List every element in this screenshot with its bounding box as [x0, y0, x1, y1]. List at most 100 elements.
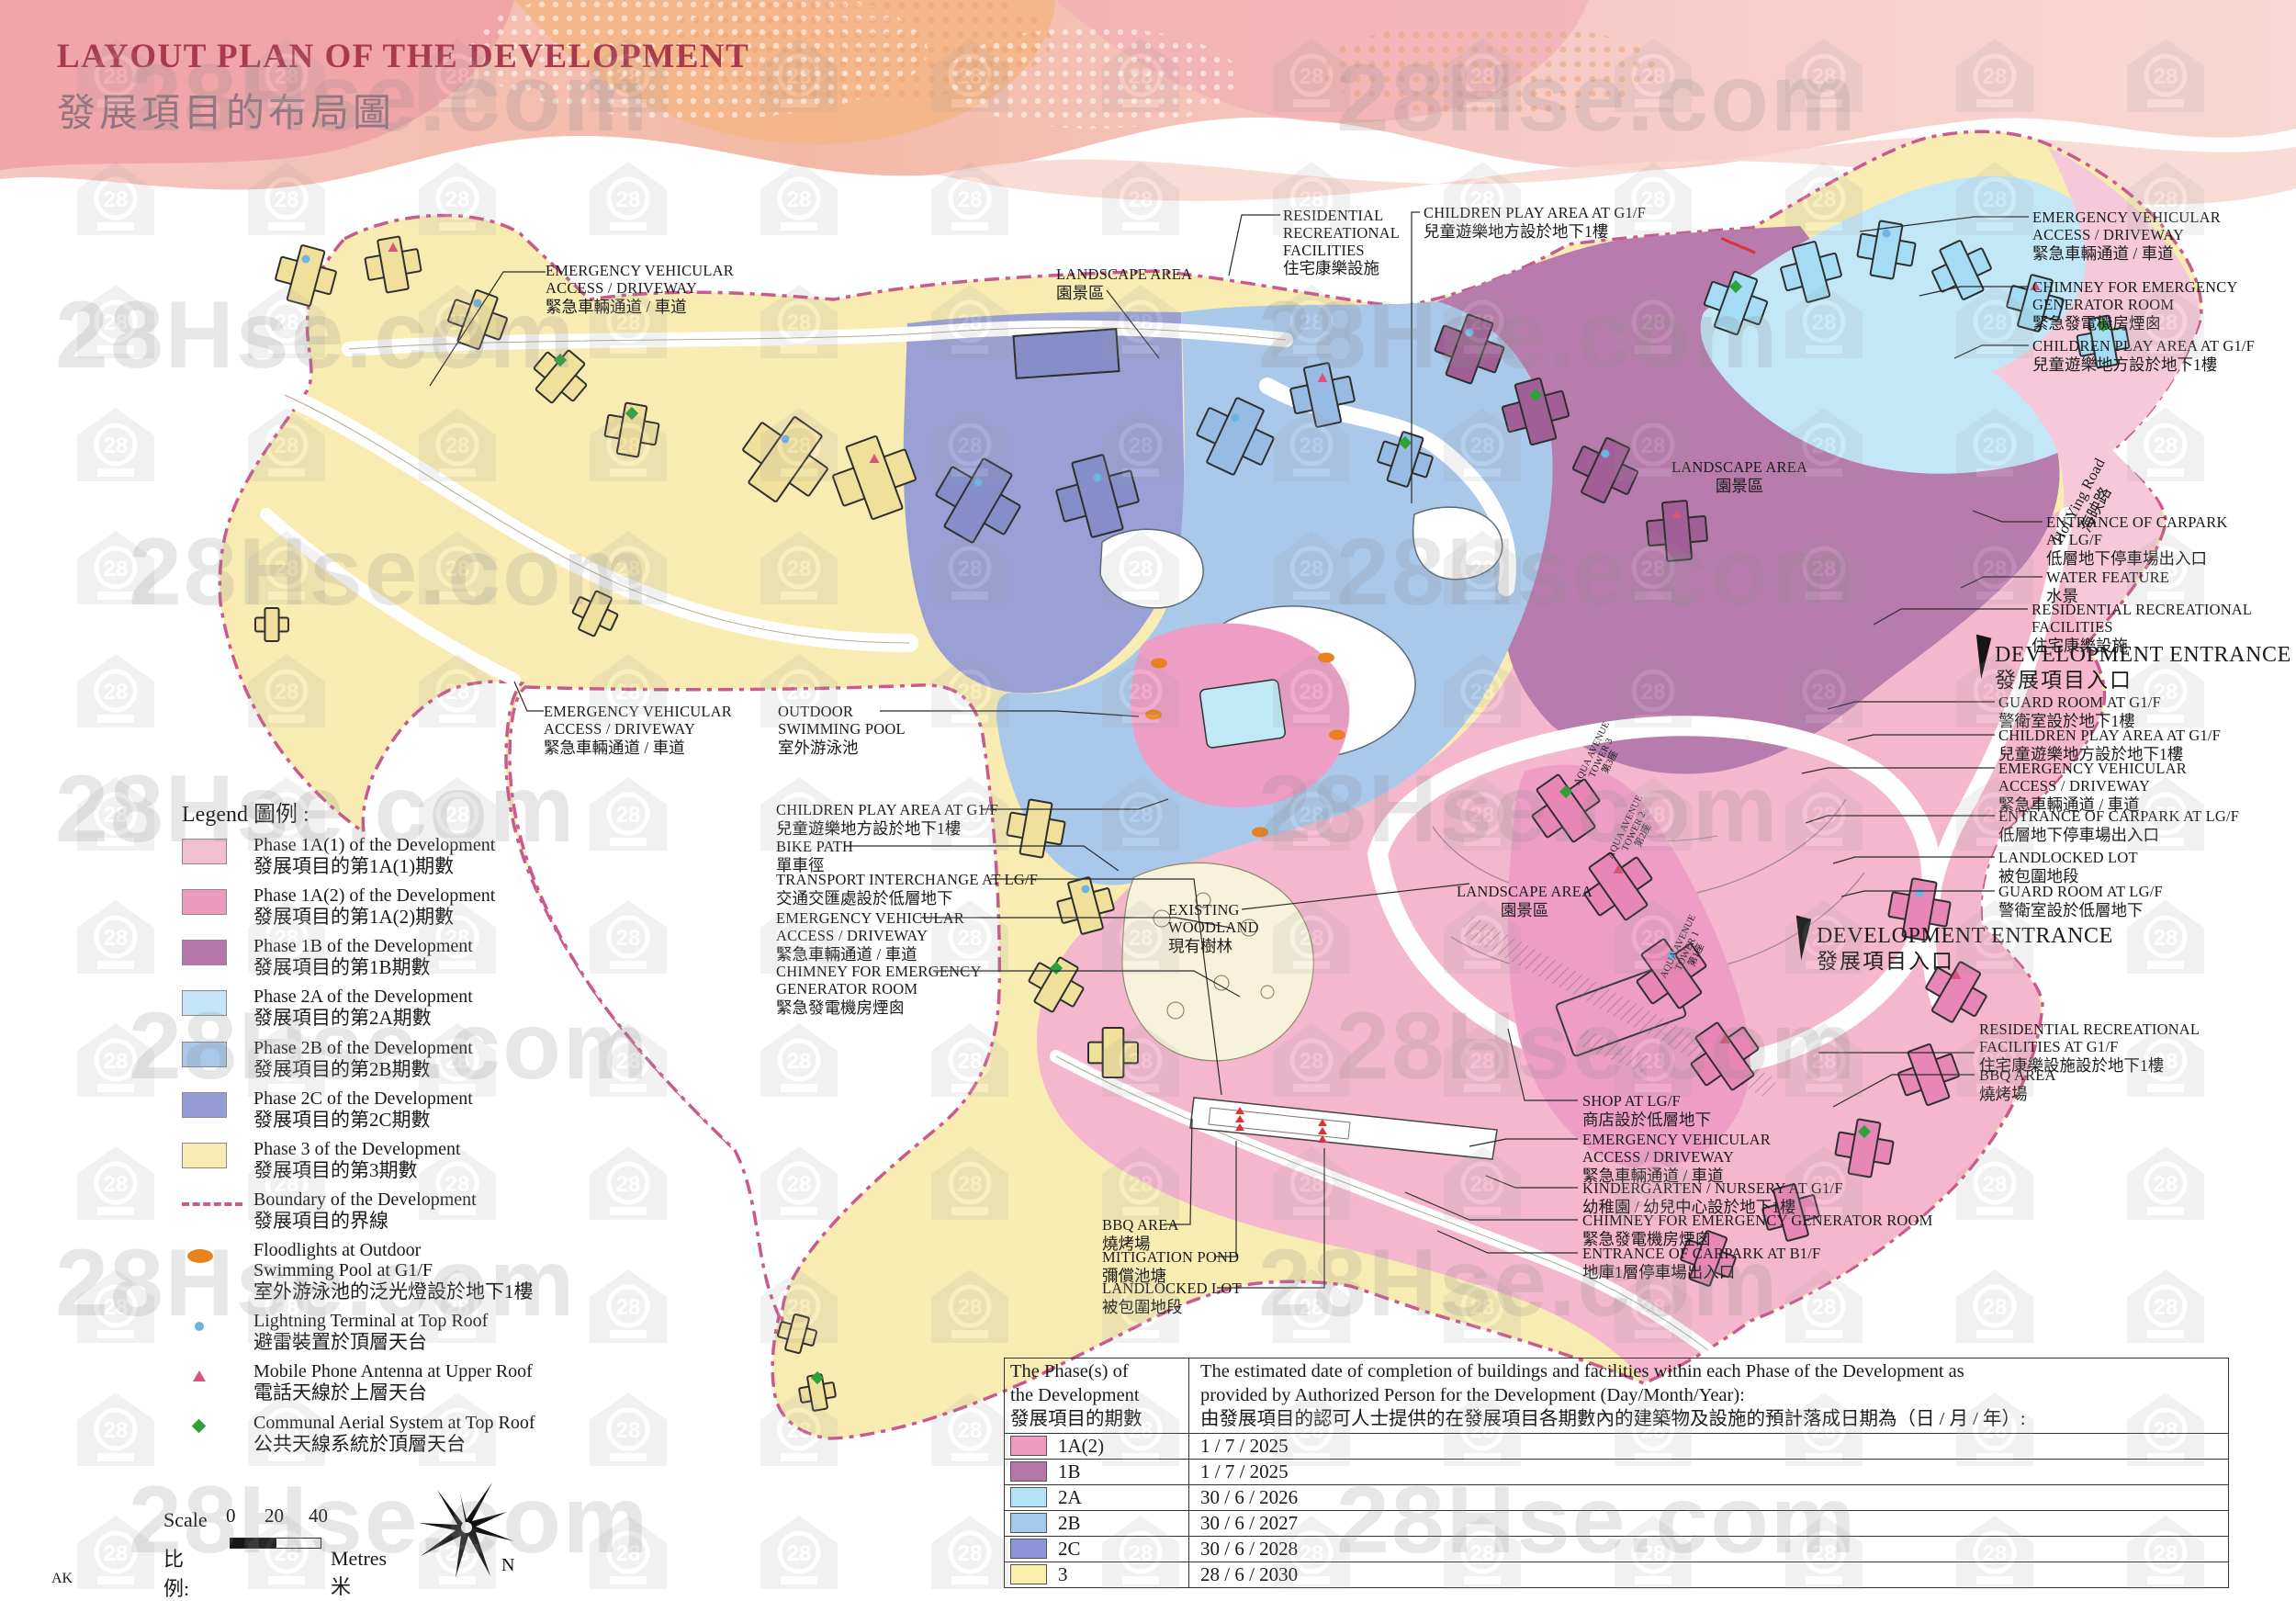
- legend-label-en: Floodlights at Outdoor Swimming Pool at …: [253, 1240, 433, 1281]
- red-tick-icon: [1742, 246, 1756, 254]
- legend-label-zh: 避雷裝置於頂層天台: [253, 1331, 427, 1354]
- leader-line: [1106, 289, 1160, 359]
- communal-aerial-icon: [1728, 279, 1743, 294]
- callout-text-zh: 緊急車輛通道 / 車道: [544, 738, 685, 757]
- legend-item: Phase 2A of the Development 發展項目的第2A期數: [182, 987, 733, 1029]
- leader-line: [1847, 734, 1995, 741]
- leader-line: [1801, 767, 1995, 774]
- red-marker-icon: [1318, 1127, 1327, 1134]
- callout-text-en: RESIDENTIAL RECREATIONAL FACILITIES: [1283, 207, 1401, 259]
- outdoor-swimming-pool: [1199, 679, 1287, 749]
- map-callout-res-rec-g1f: RESIDENTIAL RECREATIONAL FACILITIES AT G…: [1979, 1020, 2200, 1075]
- legend-item: Phase 1B of the Development 發展項目的第1B期數: [182, 936, 733, 978]
- building-block-2c: [1012, 328, 1120, 379]
- phase-1a2-tower-spine: [1507, 764, 1750, 1169]
- callout-text-en: LANDLOCKED LOT: [1102, 1280, 1242, 1297]
- floodlight-icon: [1329, 729, 1345, 740]
- page-title-en: LAYOUT PLAN OF THE DEVELOPMENT: [57, 38, 750, 75]
- legend-swatch: [182, 936, 253, 978]
- scale-tick-40: 40: [309, 1505, 328, 1527]
- legend-label-en: Phase 1B of the Development: [253, 936, 473, 957]
- callout-text-zh: 幼稚園 / 幼兒中心設於地下1樓: [1582, 1197, 1796, 1216]
- callout-text-en: EXISTING WOODLAND: [1168, 901, 1259, 936]
- completion-date: 1 / 7 / 2025: [1200, 1434, 1289, 1457]
- leader-line: [1972, 510, 2043, 523]
- lightning-terminal-icon: [1081, 885, 1090, 894]
- leader-line: [1919, 286, 2029, 297]
- map-callout-children-top: CHILDREN PLAY AREA AT G1/F 兒童遊樂地方設於地下1樓: [1424, 204, 1646, 241]
- red-marker-icon: [1318, 1135, 1327, 1143]
- callout-text-zh: 燒烤場: [1979, 1084, 2028, 1103]
- legend-title: Legend 圖例 :: [182, 803, 310, 827]
- building-tower: [1006, 798, 1066, 859]
- map-callout-bike-path: BIKE PATH 單車徑: [776, 838, 854, 874]
- callout-text-en: CHIMNEY FOR EMERGENCY GENERATOR ROOM: [1582, 1212, 1933, 1229]
- leader-line: [981, 798, 1169, 810]
- boundary-notch: [508, 683, 1002, 1324]
- leader-line: [1404, 1191, 1578, 1221]
- compass-star-icon: [419, 1483, 514, 1578]
- leader-line: [1873, 608, 2028, 626]
- scale-unit: Metres 米: [331, 1547, 388, 1598]
- building-tower: [533, 349, 588, 404]
- building-tower: [254, 607, 289, 642]
- callout-text-en: ENTRANCE OF CARPARK AT B1/F: [1582, 1245, 1821, 1262]
- building-tower: [1056, 876, 1115, 935]
- map-callout-mitigation-pond: MITIGATION POND 彌償池塘: [1102, 1248, 1239, 1285]
- floodlight-icon: [1151, 658, 1167, 669]
- callout-text-zh: 住宅康樂設施設於地下1樓: [1979, 1055, 2165, 1075]
- map-callout-landlocked-right: LANDLOCKED LOT 被包圍地段: [1998, 849, 2138, 885]
- leader-line: [1485, 1175, 1578, 1189]
- legend-swatch: [182, 1139, 253, 1181]
- callout-text-en: RESIDENTIAL RECREATIONAL FACILITIES AT G…: [1979, 1020, 2200, 1055]
- map-callout-eva-top-left: EMERGENCY VEHICULAR ACCESS / DRIVEWAY 緊急車…: [546, 262, 734, 316]
- completion-date: 30 / 6 / 2026: [1200, 1485, 1299, 1508]
- callout-text-zh: 兒童遊樂地方設於地下1樓: [776, 818, 962, 838]
- legend-item: Boundary of the Development 發展項目的界線: [182, 1189, 733, 1232]
- callout-text-zh: 園景區: [1056, 283, 1105, 302]
- map-callout-res-rec-right: RESIDENTIAL RECREATIONAL FACILITIES 住宅康樂設…: [2032, 601, 2252, 655]
- legend-label-en: Phase 2A of the Development: [253, 987, 473, 1008]
- callout-text-en: OUTDOOR SWIMMING POOL: [778, 703, 906, 738]
- building-tower: [1636, 938, 1707, 1009]
- legend-label-zh: 室外游泳池的泛光燈設於地下1樓: [253, 1280, 534, 1303]
- callout-text-zh: 水景: [2046, 586, 2078, 605]
- callout-text-zh: 兒童遊樂地方設於地下1樓: [1998, 744, 2184, 763]
- phase-color-swatch: [1010, 1436, 1047, 1457]
- building-tower: [447, 289, 508, 350]
- callout-text-en: EMERGENCY VEHICULAR ACCESS / DRIVEWAY: [2032, 209, 2222, 243]
- map-callout-children-top-right: CHILDREN PLAY AREA AT G1/F 兒童遊樂地方設於地下1樓: [2032, 337, 2255, 374]
- table-row-phase-2C: 2C 30 / 6 / 2028: [1005, 1536, 2228, 1562]
- legend-label-en: Phase 3 of the Development: [253, 1138, 461, 1159]
- mobile-antenna-icon: [2030, 281, 2041, 290]
- callout-text-zh: 緊急發電機房煙囪: [776, 998, 905, 1017]
- building-tower: [1856, 220, 1917, 280]
- building-tower: [1780, 241, 1842, 303]
- callout-text-en: CHIMNEY FOR EMERGENCY GENERATOR ROOM: [2032, 278, 2238, 313]
- building-tower: [275, 244, 337, 307]
- leader-line: [1241, 883, 1470, 910]
- callout-text-en: BIKE PATH: [776, 838, 854, 855]
- map-callout-aqua-tower-1: AQUA AVENUE TOWER 1 第1座: [1659, 913, 1717, 989]
- callout-text-zh: 低層地下停車場出入口: [2046, 548, 2207, 568]
- scale-tick-20: 20: [264, 1505, 284, 1527]
- development-entrance-flag-icon: [1965, 634, 1992, 680]
- leader-line: [933, 970, 1241, 998]
- transport-interchange-strip: [1189, 1097, 1498, 1160]
- buildings: [254, 220, 2131, 1412]
- legend-items: Phase 1A(1) of the Development 發展項目的第1A(1…: [182, 835, 733, 1455]
- table-col2-header: The estimated date of completion of buil…: [1200, 1361, 2026, 1430]
- boundary-line-icon: [182, 1189, 253, 1232]
- map-callout-entrance-carpark-ne: ENTRANCE OF CARPARK AT LG/F 低層地下停車場出入口: [2046, 513, 2228, 568]
- callout-text-zh: 現有樹林: [1168, 936, 1232, 955]
- callout-text-en: LANDSCAPE AREA: [1671, 458, 1808, 476]
- building-tower: [1055, 454, 1140, 538]
- map-callout-chimney-top-right: CHIMNEY FOR EMERGENCY GENERATOR ROOM 緊急發電…: [2032, 278, 2238, 333]
- mobile-antenna-icon: [869, 454, 880, 463]
- map-callout-bbq-right: BBQ AREA 燒烤場: [1979, 1066, 2056, 1103]
- leader-line: [1859, 216, 2029, 232]
- legend-label-en: Phase 2B of the Development: [253, 1037, 473, 1058]
- floodlight-icon: [182, 1240, 253, 1302]
- callout-text-zh: 園景區: [1500, 900, 1549, 919]
